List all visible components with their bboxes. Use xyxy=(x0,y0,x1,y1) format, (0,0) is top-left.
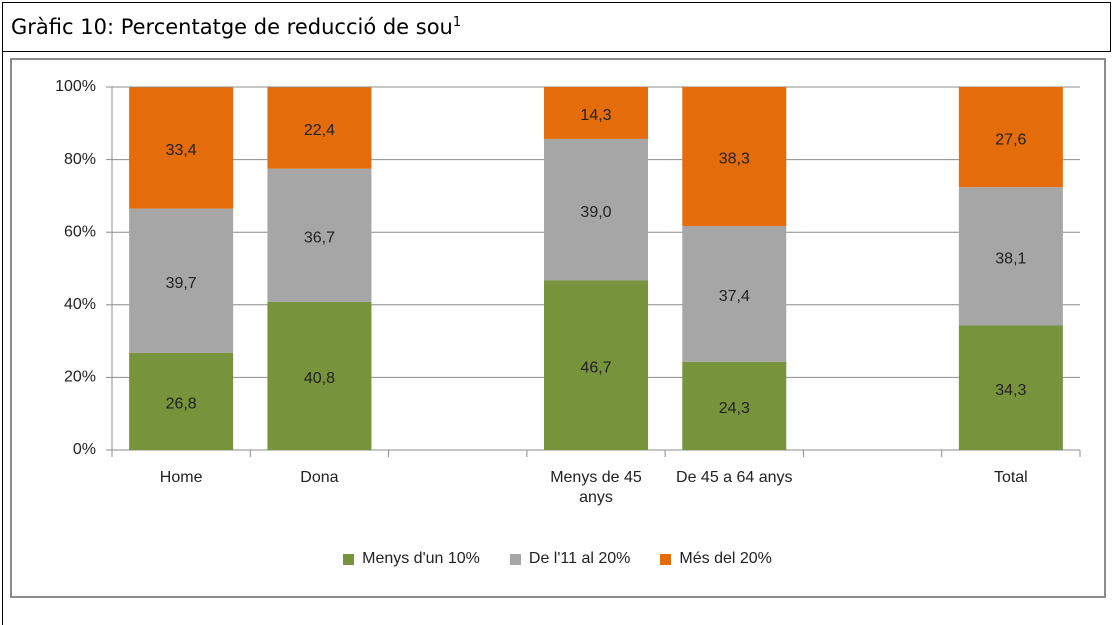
chart-frame xyxy=(10,58,1106,598)
data-label: 34,3 xyxy=(995,382,1026,399)
data-label: 36,7 xyxy=(304,230,335,247)
y-tick-label: 80% xyxy=(64,151,96,168)
legend-swatch xyxy=(509,553,521,565)
bar-segment xyxy=(129,352,234,450)
bar-segment xyxy=(958,87,1063,188)
bar-segment xyxy=(544,87,648,139)
bar-segment xyxy=(267,301,372,450)
border xyxy=(2,52,3,625)
x-tick-label: Menys de 45 anys xyxy=(550,469,642,506)
legend-swatch xyxy=(660,553,672,565)
data-label: 39,0 xyxy=(580,204,611,221)
data-label: 40,8 xyxy=(304,370,335,387)
bar-segment xyxy=(544,138,648,281)
bar-segment xyxy=(129,87,234,209)
y-tick-label: 40% xyxy=(64,296,96,313)
bar-segment xyxy=(544,280,648,450)
y-tick-label: 20% xyxy=(64,369,96,386)
x-tick-label: De 45 a 64 anys xyxy=(676,469,793,486)
legend: Menys d'un 10% De l'11 al 20% Més del 20% xyxy=(0,550,1115,568)
data-label: 39,7 xyxy=(166,275,197,292)
legend-label: Menys d'un 10% xyxy=(362,550,480,567)
y-tick-label: 100% xyxy=(55,78,96,95)
bar-segment xyxy=(958,187,1063,326)
bar-segment xyxy=(682,361,787,450)
bar-segment xyxy=(267,168,372,302)
x-tick-label: Dona xyxy=(300,469,339,486)
data-label: 46,7 xyxy=(580,359,611,376)
data-label: 27,6 xyxy=(995,131,1026,148)
legend-item: De l'11 al 20% xyxy=(509,550,631,568)
title-footnote: 1 xyxy=(452,15,462,30)
data-label: 26,8 xyxy=(166,396,197,413)
title-bar: Gràfic 10: Percentatge de reducció de so… xyxy=(2,2,1111,52)
legend-swatch xyxy=(343,553,355,565)
bar-segment xyxy=(682,87,787,227)
legend-item: Més del 20% xyxy=(660,550,772,568)
data-label: 33,4 xyxy=(166,142,197,159)
y-tick-label: 60% xyxy=(64,223,96,240)
legend-label: Més del 20% xyxy=(679,550,772,567)
bar-segment xyxy=(267,87,372,169)
legend-label: De l'11 al 20% xyxy=(528,550,631,567)
y-tick-label: 0% xyxy=(73,441,96,458)
data-label: 14,3 xyxy=(580,107,611,124)
data-label: 24,3 xyxy=(719,400,750,417)
legend-item: Menys d'un 10% xyxy=(343,550,480,568)
data-label: 38,1 xyxy=(995,251,1026,268)
x-tick-label: Home xyxy=(159,469,203,486)
data-label: 22,4 xyxy=(304,122,335,139)
chart-title: Gràfic 10: Percentatge de reducció de so… xyxy=(11,15,453,39)
bar-segment xyxy=(682,226,787,362)
data-label: 38,3 xyxy=(719,151,750,168)
x-tick-label: Total xyxy=(993,469,1028,486)
bar-segment xyxy=(129,208,234,353)
data-label: 37,4 xyxy=(719,288,750,305)
bar-segment xyxy=(958,325,1063,450)
